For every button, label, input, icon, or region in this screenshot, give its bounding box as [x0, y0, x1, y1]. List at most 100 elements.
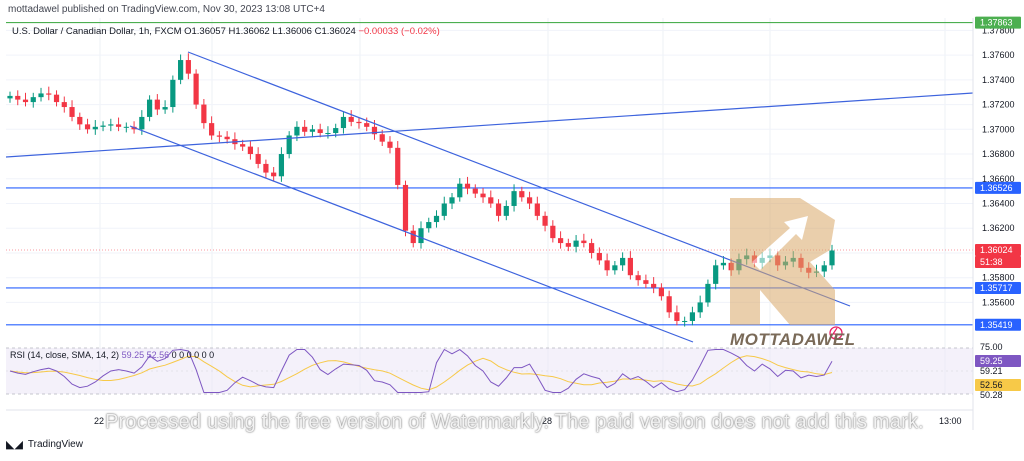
- lightning-icon: [829, 326, 843, 340]
- price-badge: [975, 243, 1021, 256]
- candle-body: [340, 116, 347, 129]
- candle-body: [503, 205, 509, 216]
- rsi-tick-label: 59.21: [980, 366, 1003, 376]
- channel-lower-line: [129, 125, 694, 343]
- candle-body: [216, 135, 222, 137]
- candle-body: [46, 93, 52, 95]
- y-tick-label: 1.36400: [982, 198, 1015, 208]
- candle-body: [255, 154, 261, 164]
- x-tick-label: 28: [542, 416, 552, 426]
- candle-body: [395, 147, 401, 185]
- candle-body: [379, 134, 385, 142]
- candle-body: [589, 243, 595, 253]
- mottadawel-logo-icon: [730, 198, 835, 325]
- candle-body: [526, 197, 533, 204]
- candle-body: [565, 243, 571, 247]
- candle-body: [286, 135, 292, 155]
- candle-body: [185, 60, 191, 74]
- candle-body: [7, 95, 13, 99]
- candle-body: [651, 283, 657, 288]
- candle-body: [557, 238, 564, 244]
- candle-body: [209, 123, 215, 136]
- candle-body: [720, 262, 727, 266]
- candle-body: [247, 146, 253, 155]
- publish-credit: mottadawel published on TradingView.com,…: [8, 4, 325, 15]
- candle-body: [542, 215, 548, 226]
- y-tick-label: 1.37200: [982, 100, 1015, 110]
- rsi-values: 59.25 52.56: [121, 350, 170, 360]
- price-badge-text: 1.36024: [980, 245, 1013, 255]
- tradingview-logo-icon: ◣◢: [6, 439, 23, 451]
- x-tick-label: 22: [94, 416, 104, 426]
- candle-body: [240, 144, 246, 147]
- symbol-name: U.S. Dollar / Canadian Dollar, 1h, FXCM: [12, 26, 182, 37]
- candle-body: [271, 172, 277, 177]
- symbol-info: U.S. Dollar / Canadian Dollar, 1h, FXCM …: [12, 26, 440, 37]
- candle-body: [371, 126, 378, 135]
- candle-body: [821, 265, 827, 272]
- watermarkly-notice: Processed using the free version of Wate…: [105, 411, 924, 433]
- price-badge: [975, 16, 1021, 29]
- price-badge: [975, 255, 1021, 268]
- candle-body: [534, 203, 540, 216]
- candle-body: [178, 60, 184, 80]
- price-badge-text: 1.36526: [980, 183, 1013, 193]
- candle-body: [309, 129, 316, 132]
- rsi-value-badge-text: 59.25: [980, 356, 1003, 366]
- x-tick-label: 13:00: [939, 416, 962, 426]
- candle-body: [302, 126, 308, 132]
- candle-body: [635, 275, 641, 281]
- candle-body: [426, 222, 432, 229]
- candle-body: [387, 141, 393, 148]
- rsi-line: [9, 348, 833, 393]
- candle-body: [480, 193, 486, 198]
- price-badge: [975, 181, 1021, 194]
- y-tick-label: 1.37000: [982, 124, 1015, 134]
- candle-body: [689, 312, 696, 321]
- rsi-value-badge: [975, 355, 1021, 367]
- candle-body: [682, 320, 688, 322]
- candle-body: [457, 183, 463, 198]
- candle-body: [658, 287, 664, 297]
- y-tick-label: 1.36200: [982, 223, 1015, 233]
- candle-body: [61, 102, 67, 108]
- y-tick-label: 1.37400: [982, 75, 1015, 85]
- price-badge: [975, 281, 1021, 294]
- candle-body: [573, 240, 579, 247]
- candle-body: [697, 302, 703, 313]
- rsi-legend[interactable]: RSI (14, close, SMA, 14, 2) 59.25 52.56 …: [10, 350, 214, 360]
- candle-body: [38, 93, 44, 98]
- candle-body: [92, 126, 98, 130]
- ohlc-values: O1.36057 H1.36062 L1.36006 C1.36024: [184, 26, 356, 37]
- candle-body: [713, 265, 719, 284]
- candle-body: [464, 183, 471, 189]
- candle-body: [108, 124, 114, 126]
- candle-body: [418, 228, 424, 244]
- candle-body: [154, 99, 160, 110]
- candle-body: [550, 225, 556, 239]
- candle-body: [620, 257, 626, 266]
- candle-body: [488, 197, 494, 204]
- candle-body: [77, 116, 83, 125]
- candle-body: [511, 191, 517, 206]
- price-badge-text: 1.37863: [980, 18, 1013, 28]
- candle-body: [410, 230, 416, 244]
- candle-body: [162, 107, 168, 110]
- candle-body: [674, 312, 680, 321]
- rsi-sma-line: [9, 355, 833, 391]
- candle-body: [519, 191, 525, 198]
- candle-body: [53, 94, 60, 103]
- rsi-zeros: 0 0 0 0 0 0: [171, 350, 215, 360]
- candle-body: [115, 124, 122, 127]
- rsi-sma-badge: [975, 379, 1021, 391]
- candle-body: [364, 123, 370, 127]
- candle-body: [263, 163, 269, 173]
- candle-body: [69, 107, 75, 117]
- tradingview-brand[interactable]: ◣◢ TradingView: [6, 438, 83, 451]
- candle-body: [829, 250, 835, 266]
- rsi-label: RSI (14, close, SMA, 14, 2): [10, 350, 120, 360]
- y-tick-label: 1.36800: [982, 149, 1015, 159]
- y-tick-label: 1.35600: [982, 297, 1015, 307]
